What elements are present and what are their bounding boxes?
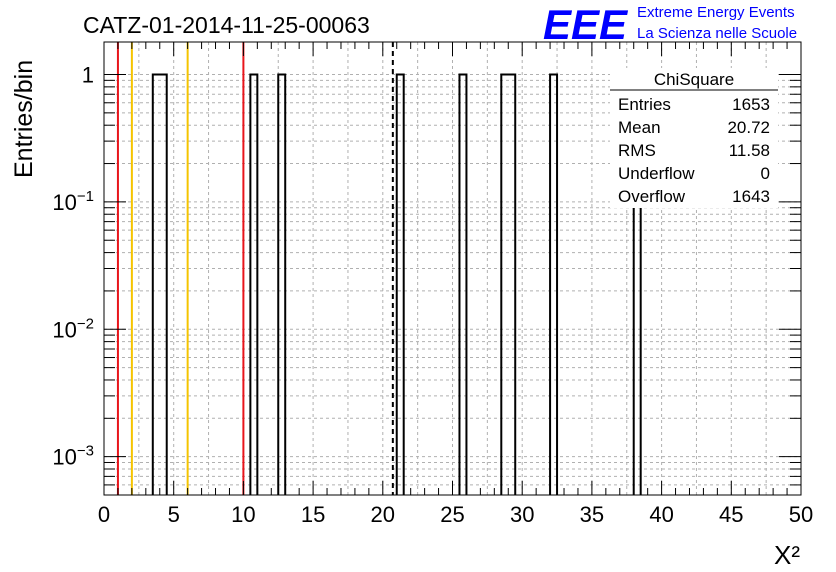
stats-box: ChiSquare Entries 1653 Mean 20.72 RMS 11.58 Un… xyxy=(610,68,778,208)
x-tick-label: 20 xyxy=(371,502,395,527)
y-tick-label: 10−2 xyxy=(52,315,94,342)
stats-label: Entries xyxy=(618,95,671,114)
logo-line-2: La Scienza nelle Scuole xyxy=(637,25,797,42)
x-tick-label: 5 xyxy=(168,502,180,527)
stats-value: 20.72 xyxy=(727,118,770,137)
stats-label: RMS xyxy=(618,141,656,160)
x-tick-label: 0 xyxy=(98,502,110,527)
stats-label: Overflow xyxy=(618,187,686,206)
histogram-bin xyxy=(549,73,559,495)
histogram-bin xyxy=(458,73,468,495)
histogram-bin xyxy=(151,73,168,495)
x-axis-title: X² xyxy=(774,540,800,570)
stats-title: ChiSquare xyxy=(654,70,734,89)
x-tick-label: 50 xyxy=(789,502,813,527)
logo-line-1: Extreme Energy Events xyxy=(637,4,795,21)
axis-ticks xyxy=(103,42,802,495)
stats-value: 0 xyxy=(761,164,770,183)
histogram-bin xyxy=(249,73,259,495)
histogram-bin xyxy=(395,73,405,495)
x-tick-label: 25 xyxy=(440,502,464,527)
stats-label: Underflow xyxy=(618,164,695,183)
y-tick-label: 10−1 xyxy=(52,188,94,215)
x-tick-label: 40 xyxy=(649,502,673,527)
stats-value: 1653 xyxy=(732,95,770,114)
y-axis-title: Entries/bin xyxy=(10,60,38,178)
x-tick-label: 30 xyxy=(510,502,534,527)
stats-value: 11.58 xyxy=(729,141,770,160)
stats-value: 1643 xyxy=(732,187,770,206)
x-tick-label: 45 xyxy=(719,502,743,527)
histogram-bin xyxy=(277,73,287,495)
grid-lines xyxy=(104,42,801,495)
stats-label: Mean xyxy=(618,118,661,137)
x-tick-label: 10 xyxy=(231,502,255,527)
histogram-bin xyxy=(500,73,517,495)
y-tick-label: 10−3 xyxy=(52,443,94,470)
y-tick-label: 1 xyxy=(82,63,94,88)
eee-logo: EEE xyxy=(543,1,629,48)
x-tick-label: 15 xyxy=(301,502,325,527)
reference-lines xyxy=(116,42,394,495)
x-tick-label: 35 xyxy=(580,502,604,527)
run-id-title: CATZ-01-2014-11-25-00063 xyxy=(83,12,370,38)
axis-tick-labels: 0 5 10 15 20 25 30 35 40 45 50 1 10−1 10−2 10−3 xyxy=(52,63,813,527)
